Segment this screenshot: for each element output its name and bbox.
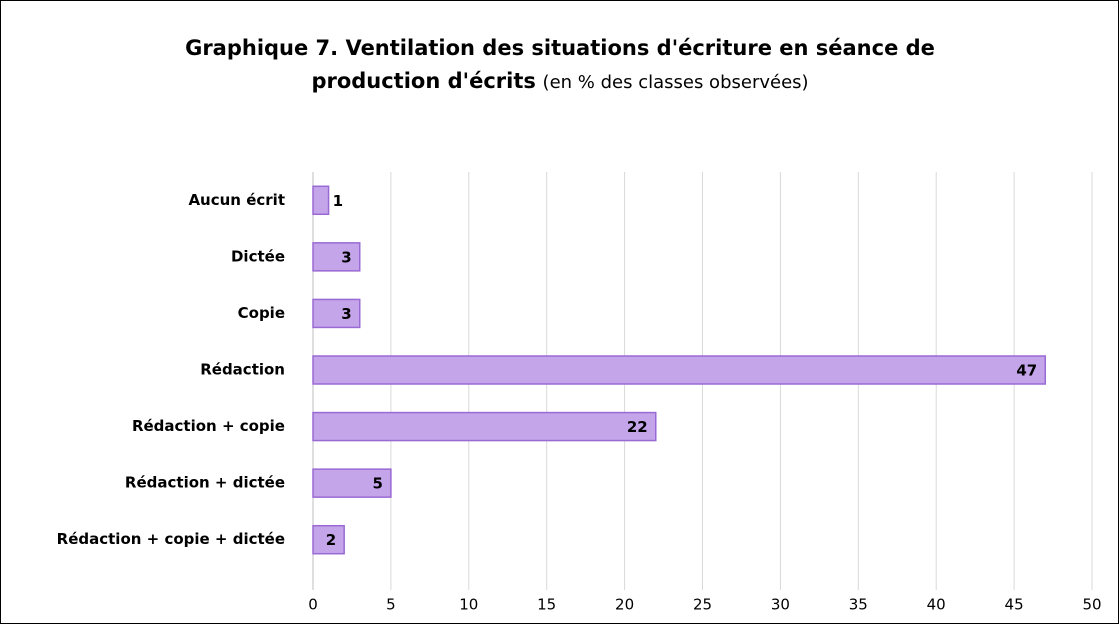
x-tick-label: 10 <box>459 596 478 614</box>
x-tick-label: 20 <box>615 596 634 614</box>
value-label: 3 <box>341 248 351 266</box>
y-tick-label: Dictée <box>231 247 285 265</box>
x-tick-label: 30 <box>771 596 790 614</box>
y-tick-label: Rédaction + copie + dictée <box>57 530 285 548</box>
x-tick-label: 45 <box>1005 596 1024 614</box>
bar <box>312 355 1047 385</box>
bar <box>312 468 392 498</box>
y-tick-label: Aucun écrit <box>188 191 285 209</box>
y-tick-label: Rédaction + copie <box>132 417 285 435</box>
chart-title: Graphique 7. Ventilation des situations … <box>185 36 935 93</box>
bar <box>312 411 657 442</box>
x-tick-label: 35 <box>849 596 868 614</box>
bar <box>312 298 361 329</box>
value-label: 1 <box>333 192 343 210</box>
value-label: 5 <box>372 475 382 493</box>
x-tick-label: 5 <box>386 596 396 614</box>
x-tick-label: 0 <box>308 596 318 614</box>
chart-title-block: Graphique 7. Ventilation des situations … <box>150 32 970 99</box>
value-label: 47 <box>1016 362 1037 380</box>
y-tick-label: Copie <box>238 304 285 322</box>
x-tick-label: 50 <box>1082 596 1101 614</box>
value-label: 3 <box>341 305 351 323</box>
chart-subtitle: (en % des classes observées) <box>542 72 809 93</box>
value-label: 2 <box>326 531 336 549</box>
x-tick-label: 15 <box>537 596 556 614</box>
bar <box>312 524 345 555</box>
y-tick-label: Rédaction <box>200 361 285 379</box>
x-tick-label: 40 <box>927 596 946 614</box>
bar <box>312 242 361 272</box>
y-tick-label: Rédaction + dictée <box>125 474 285 492</box>
bar <box>312 185 330 216</box>
x-tick-label: 25 <box>693 596 712 614</box>
value-label: 22 <box>627 418 648 436</box>
